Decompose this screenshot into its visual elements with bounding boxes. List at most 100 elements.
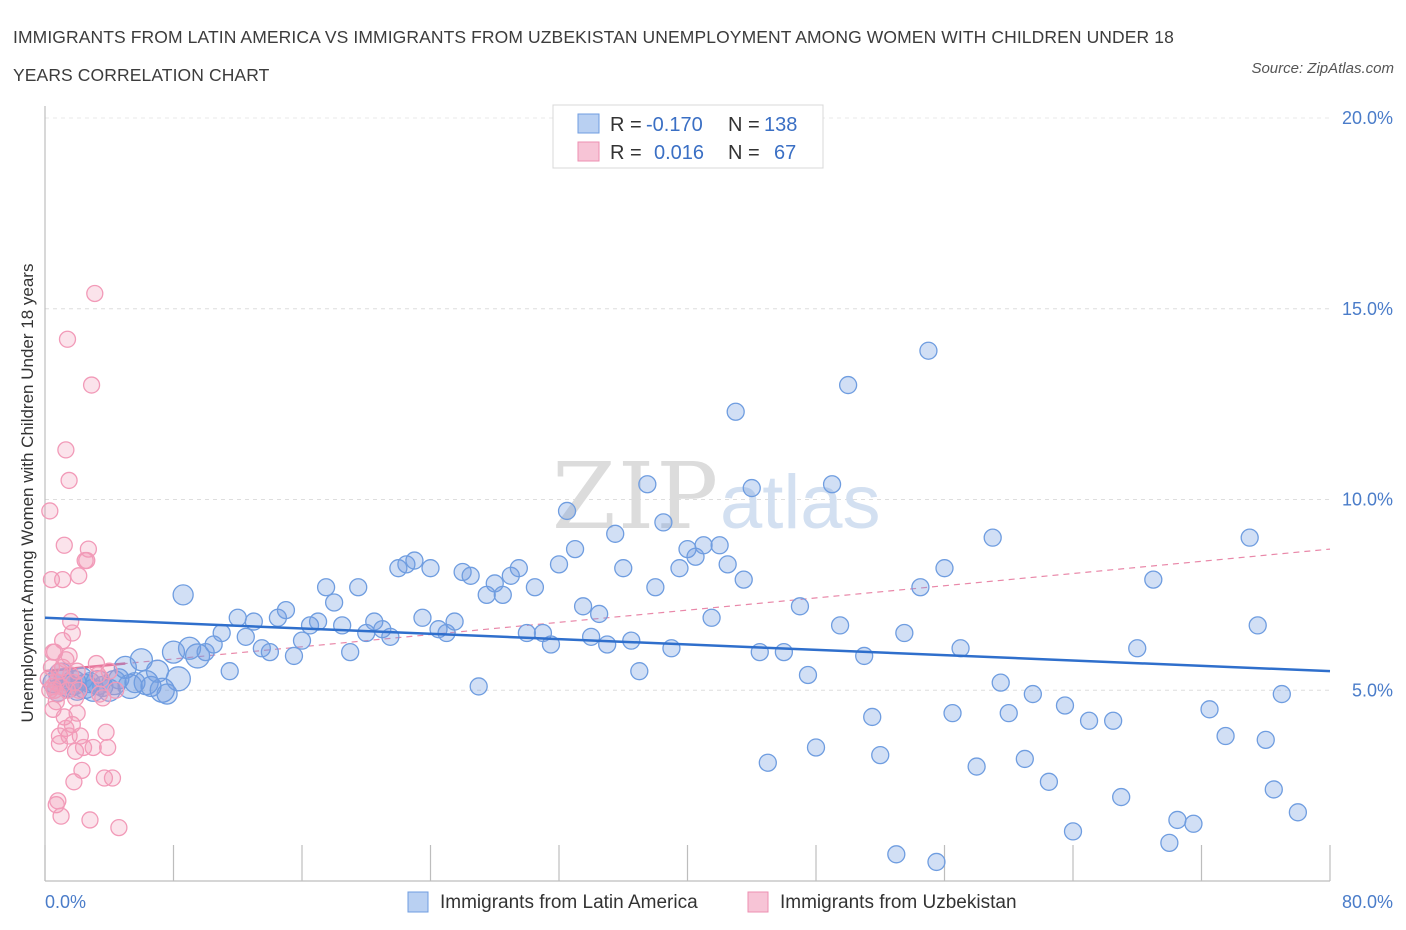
latin-point [606, 524, 625, 543]
bottom-legend-label-uzbek: Immigrants from Uzbekistan [780, 892, 1017, 913]
latin-point [1264, 780, 1283, 799]
latin-point [871, 745, 890, 765]
latin-point [129, 648, 154, 672]
latin-point [292, 631, 312, 650]
uzbek-point [55, 536, 73, 554]
latin-point [895, 623, 914, 643]
watermark: ZIP atlas [552, 443, 881, 550]
latin-point [413, 608, 432, 627]
bottom-legend: Immigrants from Latin America Immigrants… [407, 891, 1017, 913]
latin-point [1104, 711, 1123, 730]
uzbek-point [98, 738, 117, 757]
latin-point [1015, 749, 1034, 769]
latin-point [525, 578, 545, 597]
latin-point [1112, 787, 1131, 807]
latin-point [284, 646, 304, 666]
latin-point [887, 845, 906, 864]
grid-lines [45, 117, 1330, 691]
latin-point [324, 593, 344, 612]
latin-point [1039, 772, 1059, 791]
uzbek-point [86, 284, 104, 303]
uzbek-point [58, 330, 77, 348]
latin-point [1128, 639, 1147, 658]
latin-point [341, 642, 360, 662]
latin-point [165, 666, 191, 692]
legend-r-value-uzbek: 0.016 [654, 142, 704, 164]
latin-point [1272, 684, 1291, 704]
latin-point [590, 604, 609, 624]
legend-r-label-latin: R = [610, 114, 642, 136]
bottom-legend-swatch-uzbek [747, 891, 769, 913]
latin-point [806, 738, 826, 757]
uzbek-point [81, 811, 99, 829]
latin-point [445, 612, 464, 631]
latin-point [702, 608, 721, 627]
latin-point [493, 585, 512, 605]
y-tick-label: 15.0% [1342, 299, 1393, 319]
uzbek-point [79, 540, 98, 558]
latin-point [830, 616, 850, 635]
uzbek-point [70, 567, 88, 585]
watermark-zip: ZIP [552, 443, 720, 550]
uzbek-point [68, 662, 86, 680]
uzbek-point [60, 471, 78, 490]
legend-r-value-latin: -0.170 [646, 114, 703, 136]
latin-trend-segment [44, 616, 1331, 673]
uzbek-point [50, 735, 69, 753]
latin-point [549, 555, 569, 574]
uzbek-point [57, 719, 75, 738]
legend-swatch-uzbek [577, 141, 600, 162]
uzbek-point [97, 723, 115, 741]
uzbek-point [74, 738, 93, 757]
latin-point [509, 559, 528, 578]
uzbek-point [54, 570, 72, 589]
latin-point [1055, 696, 1075, 715]
latin-point [935, 559, 954, 578]
uzbek-point [57, 441, 75, 459]
latin-point [461, 566, 480, 585]
latin-point [790, 597, 810, 616]
y-tick-label: 10.0% [1342, 490, 1393, 510]
latin-point [758, 753, 777, 772]
latin-point [822, 475, 842, 494]
latin-point [1144, 570, 1163, 589]
uzbek-point [60, 647, 78, 665]
latin-point [1184, 814, 1203, 833]
latin-point [999, 703, 1018, 723]
latin-point [774, 642, 794, 662]
latin-point [172, 584, 194, 606]
latin-point [694, 536, 713, 555]
latin-point [469, 677, 488, 696]
uzbek-point [110, 818, 128, 837]
y-axis-label: Unemployment Among Women with Children U… [18, 264, 37, 723]
uzbek-point [63, 624, 81, 642]
latin-point [581, 627, 601, 646]
latin-point [316, 578, 336, 597]
uzbek-point [84, 738, 102, 757]
latin-point [405, 551, 424, 570]
top-legend: R = -0.170 N = 138 R = 0.016 N = 67 [552, 104, 824, 169]
latin-point [1168, 810, 1187, 830]
axes [44, 106, 1331, 882]
latin-point [1240, 528, 1259, 547]
latin-point [838, 375, 858, 395]
legend-n-label-uzbek: N = [728, 142, 760, 164]
latin-point [573, 597, 593, 616]
latin-point [919, 341, 938, 360]
latin-point [951, 639, 970, 658]
latin-point [734, 570, 753, 589]
latin-point [710, 536, 729, 555]
uzbek-point [70, 681, 88, 699]
uzbek-point [107, 681, 125, 699]
legend-n-value-latin: 138 [764, 114, 797, 136]
latin-point [260, 642, 280, 662]
chart-title: IMMIGRANTS FROM LATIN AMERICA VS IMMIGRA… [13, 27, 1174, 85]
latin-point [967, 757, 986, 776]
latin-trend-line [44, 616, 1331, 673]
x-tick-label: 80.0% [1342, 892, 1393, 912]
latin-point [598, 635, 617, 654]
legend-n-label-latin: N = [728, 114, 760, 136]
uzbek-point [100, 662, 118, 680]
uzbek-point [44, 677, 62, 696]
